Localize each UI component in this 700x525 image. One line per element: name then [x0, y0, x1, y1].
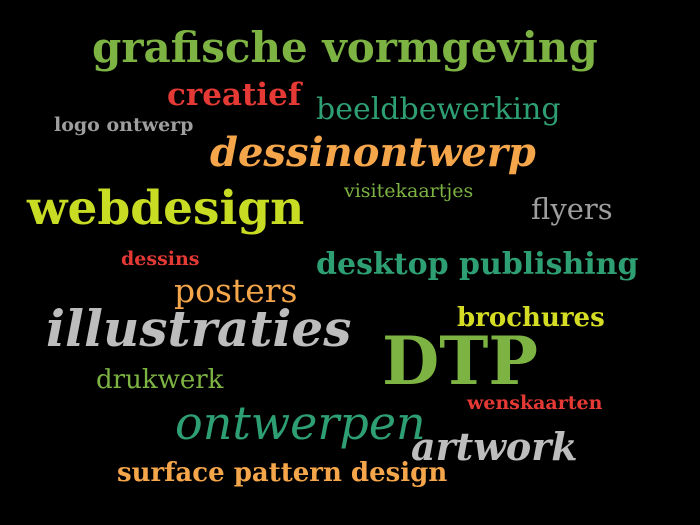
word-dessinontwerp: dessinontwerp	[210, 129, 536, 176]
word-beeldbewerking: beeldbewerking	[316, 92, 561, 127]
word-visitekaartjes: visitekaartjes	[344, 180, 474, 202]
word-logo-ontwerp: logo ontwerp	[54, 114, 194, 136]
word-wenskaarten: wenskaarten	[467, 392, 603, 414]
word-brochures: brochures	[457, 303, 605, 333]
word-illustraties: illustraties	[46, 299, 352, 358]
word-webdesign: webdesign	[27, 181, 305, 236]
word-desktop-publishing: desktop publishing	[316, 247, 639, 282]
word-dtp: DTP	[382, 322, 538, 400]
word-artwork: artwork	[411, 424, 578, 469]
word-creatief: creatief	[167, 77, 302, 113]
word-dessins: dessins	[121, 248, 200, 270]
word-grafische-vormgeving: grafische vormgeving	[92, 23, 598, 72]
word-surface-pattern-design: surface pattern design	[117, 458, 448, 488]
word-drukwerk: drukwerk	[96, 365, 224, 395]
word-flyers: flyers	[531, 192, 613, 226]
word-posters: posters	[174, 271, 298, 310]
word-ontwerpen: ontwerpen	[175, 396, 426, 450]
